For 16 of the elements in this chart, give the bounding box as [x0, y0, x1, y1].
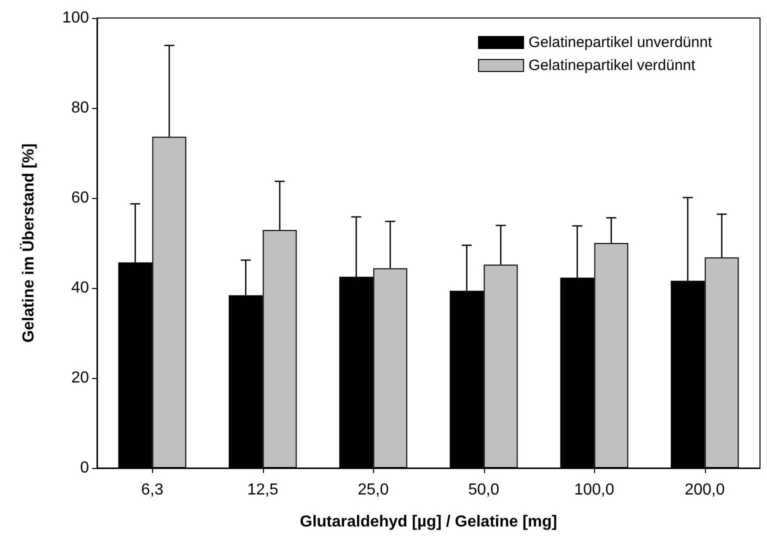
x-tick-label: 200,0 — [684, 482, 725, 498]
y-tick-label: 0 — [80, 460, 90, 476]
x-tick-label: 100,0 — [574, 482, 614, 498]
x-tick-label: 6,3 — [141, 482, 164, 498]
y-tick-label: 100 — [62, 10, 90, 26]
y-tick-label: 80 — [71, 100, 90, 116]
y-tick-label: 40 — [71, 280, 90, 296]
x-tick-label: 50,0 — [468, 482, 500, 498]
legend-label: Gelatinepartikel verdünnt — [528, 57, 696, 74]
x-tick-label: 25,0 — [358, 482, 389, 498]
x-tick-label: 12,5 — [247, 482, 278, 498]
y-tick-label: 20 — [71, 370, 90, 386]
y-tick-label: 60 — [71, 190, 90, 206]
legend-label: Gelatinepartikel unverdünnt — [528, 34, 713, 51]
y-axis-title: Gelatine im Überstand [%] — [20, 143, 38, 343]
x-axis-title: Glutaraldehyd [µg] / Gelatine [mg] — [300, 514, 558, 530]
